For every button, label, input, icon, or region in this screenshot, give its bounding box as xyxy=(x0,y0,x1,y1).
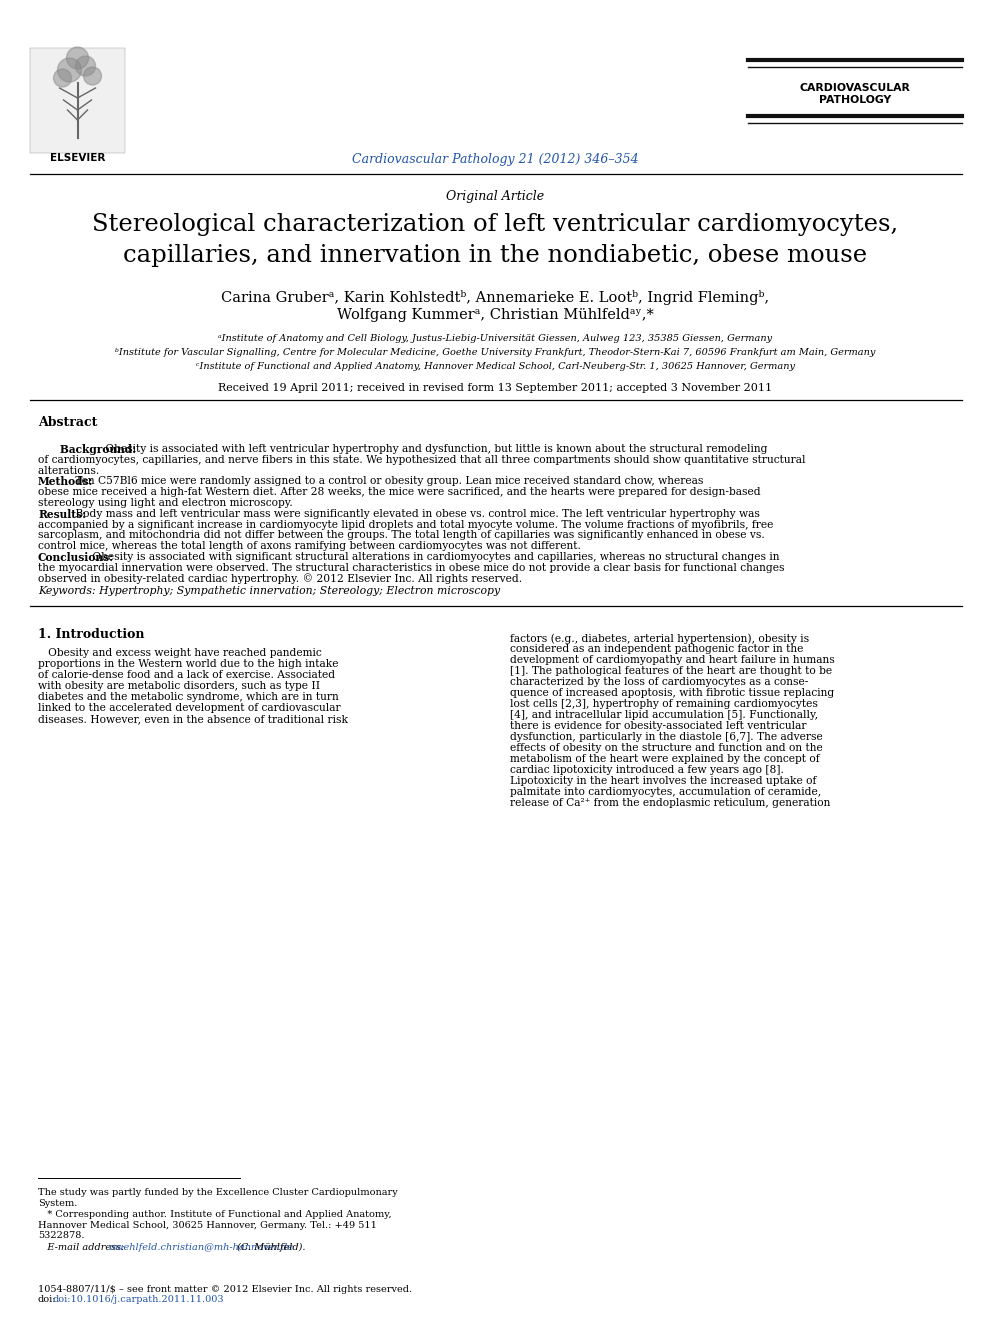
Circle shape xyxy=(57,58,81,82)
Text: Keywords: Hypertrophy; Sympathetic innervation; Stereology; Electron microscopy: Keywords: Hypertrophy; Sympathetic inner… xyxy=(38,586,500,597)
Text: characterized by the loss of cardiomyocytes as a conse-: characterized by the loss of cardiomyocy… xyxy=(510,677,809,688)
Text: 1. Introduction: 1. Introduction xyxy=(38,628,145,642)
Text: E-mail address:: E-mail address: xyxy=(38,1242,128,1251)
Text: diabetes and the metabolic syndrome, which are in turn: diabetes and the metabolic syndrome, whi… xyxy=(38,693,339,702)
Circle shape xyxy=(53,69,71,87)
Text: there is evidence for obesity-associated left ventricular: there is evidence for obesity-associated… xyxy=(510,722,807,731)
Text: obese mice received a high-fat Western diet. After 28 weeks, the mice were sacri: obese mice received a high-fat Western d… xyxy=(38,487,760,498)
Text: alterations.: alterations. xyxy=(38,466,103,475)
Text: metabolism of the heart were explained by the concept of: metabolism of the heart were explained b… xyxy=(510,755,820,764)
Text: Abstract: Abstract xyxy=(38,416,97,429)
Text: of calorie-dense food and a lack of exercise. Associated: of calorie-dense food and a lack of exer… xyxy=(38,671,336,680)
Text: Background:: Background: xyxy=(38,444,137,455)
Text: the myocardial innervation were observed. The structural characteristics in obes: the myocardial innervation were observed… xyxy=(38,562,784,573)
Text: release of Ca²⁺ from the endoplasmic reticulum, generation: release of Ca²⁺ from the endoplasmic ret… xyxy=(510,799,831,808)
Circle shape xyxy=(66,48,88,69)
Text: of cardiomyocytes, capillaries, and nerve fibers in this state. We hypothesized : of cardiomyocytes, capillaries, and nerv… xyxy=(38,455,806,465)
Text: quence of increased apoptosis, with fibrotic tissue replacing: quence of increased apoptosis, with fibr… xyxy=(510,689,835,698)
Text: Methods:: Methods: xyxy=(38,477,93,487)
Text: dysfunction, particularly in the diastole [6,7]. The adverse: dysfunction, particularly in the diastol… xyxy=(510,733,823,742)
Text: cardiac lipotoxicity introduced a few years ago [8].: cardiac lipotoxicity introduced a few ye… xyxy=(510,766,784,775)
Text: development of cardiomyopathy and heart failure in humans: development of cardiomyopathy and heart … xyxy=(510,656,835,665)
Text: factors (e.g., diabetes, arterial hypertension), obesity is: factors (e.g., diabetes, arterial hypert… xyxy=(510,634,809,644)
Text: Obesity and excess weight have reached pandemic: Obesity and excess weight have reached p… xyxy=(38,648,322,659)
Text: Wolfgang Kummerᵃ, Christian Mühlfeldᵃʸ,*: Wolfgang Kummerᵃ, Christian Mühlfeldᵃʸ,* xyxy=(337,308,653,322)
Text: diseases. However, even in the absence of traditional risk: diseases. However, even in the absence o… xyxy=(38,714,348,725)
Text: muehlfeld.christian@mh-hannover.de: muehlfeld.christian@mh-hannover.de xyxy=(108,1242,293,1251)
Text: CARDIOVASCULAR
PATHOLOGY: CARDIOVASCULAR PATHOLOGY xyxy=(800,83,911,104)
Text: ᵃInstitute of Anatomy and Cell Biology, Justus-Liebig-Universität Giessen, Aulwe: ᵃInstitute of Anatomy and Cell Biology, … xyxy=(218,334,772,343)
Circle shape xyxy=(75,55,95,77)
Text: Obesity is associated with significant structural alterations in cardiomyocytes : Obesity is associated with significant s… xyxy=(89,552,779,562)
Text: observed in obesity-related cardiac hypertrophy. © 2012 Elsevier Inc. All rights: observed in obesity-related cardiac hype… xyxy=(38,574,522,585)
Text: Cardiovascular Pathology 21 (2012) 346–354: Cardiovascular Pathology 21 (2012) 346–3… xyxy=(351,153,639,166)
Text: with obesity are metabolic disorders, such as type II: with obesity are metabolic disorders, su… xyxy=(38,681,320,692)
Text: doi:: doi: xyxy=(38,1295,56,1304)
Text: effects of obesity on the structure and function and on the: effects of obesity on the structure and … xyxy=(510,743,823,754)
Text: proportions in the Western world due to the high intake: proportions in the Western world due to … xyxy=(38,660,339,669)
Text: lost cells [2,3], hypertrophy of remaining cardiomyocytes: lost cells [2,3], hypertrophy of remaini… xyxy=(510,700,818,709)
Text: Hannover Medical School, 30625 Hannover, Germany. Tel.: +49 511: Hannover Medical School, 30625 Hannover,… xyxy=(38,1221,377,1229)
Text: The study was partly funded by the Excellence Cluster Cardiopulmonary: The study was partly funded by the Excel… xyxy=(38,1188,398,1197)
Text: ᶜInstitute of Functional and Applied Anatomy, Hannover Medical School, Carl-Neub: ᶜInstitute of Functional and Applied Ana… xyxy=(195,362,795,371)
Text: [4], and intracellular lipid accumulation [5]. Functionally,: [4], and intracellular lipid accumulatio… xyxy=(510,710,818,721)
Text: System.: System. xyxy=(38,1199,77,1208)
Text: Conclusions:: Conclusions: xyxy=(38,552,114,564)
Text: Lipotoxicity in the heart involves the increased uptake of: Lipotoxicity in the heart involves the i… xyxy=(510,776,817,787)
Text: ᵇInstitute for Vascular Signalling, Centre for Molecular Medicine, Goethe Univer: ᵇInstitute for Vascular Signalling, Cent… xyxy=(115,348,875,356)
Text: doi:10.1016/j.carpath.2011.11.003: doi:10.1016/j.carpath.2011.11.003 xyxy=(52,1295,225,1304)
Text: Original Article: Original Article xyxy=(446,190,544,203)
Text: Body mass and left ventricular mass were significantly elevated in obese vs. con: Body mass and left ventricular mass were… xyxy=(72,508,760,519)
Text: Results:: Results: xyxy=(38,508,86,520)
Bar xyxy=(30,48,125,153)
Text: [1]. The pathological features of the heart are thought to be: [1]. The pathological features of the he… xyxy=(510,667,833,676)
Text: linked to the accelerated development of cardiovascular: linked to the accelerated development of… xyxy=(38,704,341,713)
Text: * Corresponding author. Institute of Functional and Applied Anatomy,: * Corresponding author. Institute of Fun… xyxy=(38,1210,392,1218)
Text: stereology using light and electron microscopy.: stereology using light and electron micr… xyxy=(38,498,296,508)
Text: Stereological characterization of left ventricular cardiomyocytes,: Stereological characterization of left v… xyxy=(92,213,898,236)
Text: Carina Gruberᵃ, Karin Kohlstedtᵇ, Annemarieke E. Lootᵇ, Ingrid Flemingᵇ,: Carina Gruberᵃ, Karin Kohlstedtᵇ, Annema… xyxy=(221,290,769,305)
Text: palmitate into cardiomyocytes, accumulation of ceramide,: palmitate into cardiomyocytes, accumulat… xyxy=(510,788,821,797)
Text: Ten C57Bl6 mice were randomly assigned to a control or obesity group. Lean mice : Ten C57Bl6 mice were randomly assigned t… xyxy=(72,477,703,486)
Text: control mice, whereas the total length of axons ramifying between cardiomyocytes: control mice, whereas the total length o… xyxy=(38,541,581,552)
Text: accompanied by a significant increase in cardiomyocyte lipid droplets and total : accompanied by a significant increase in… xyxy=(38,520,773,529)
Text: 1054-8807/11/$ – see front matter © 2012 Elsevier Inc. All rights reserved.: 1054-8807/11/$ – see front matter © 2012… xyxy=(38,1284,412,1294)
Text: ELSEVIER: ELSEVIER xyxy=(50,153,105,162)
Text: (C. Mühlfeld).: (C. Mühlfeld). xyxy=(234,1242,306,1251)
Text: considered as an independent pathogenic factor in the: considered as an independent pathogenic … xyxy=(510,644,803,655)
Text: 5322878.: 5322878. xyxy=(38,1232,84,1239)
Text: Obesity is associated with left ventricular hypertrophy and dysfunction, but lit: Obesity is associated with left ventricu… xyxy=(102,444,767,454)
Circle shape xyxy=(83,67,102,84)
Text: capillaries, and innervation in the nondiabetic, obese mouse: capillaries, and innervation in the nond… xyxy=(123,244,867,267)
Text: Received 19 April 2011; received in revised form 13 September 2011; accepted 3 N: Received 19 April 2011; received in revi… xyxy=(218,383,772,393)
Text: sarcoplasm, and mitochondria did not differ between the groups. The total length: sarcoplasm, and mitochondria did not dif… xyxy=(38,531,764,540)
